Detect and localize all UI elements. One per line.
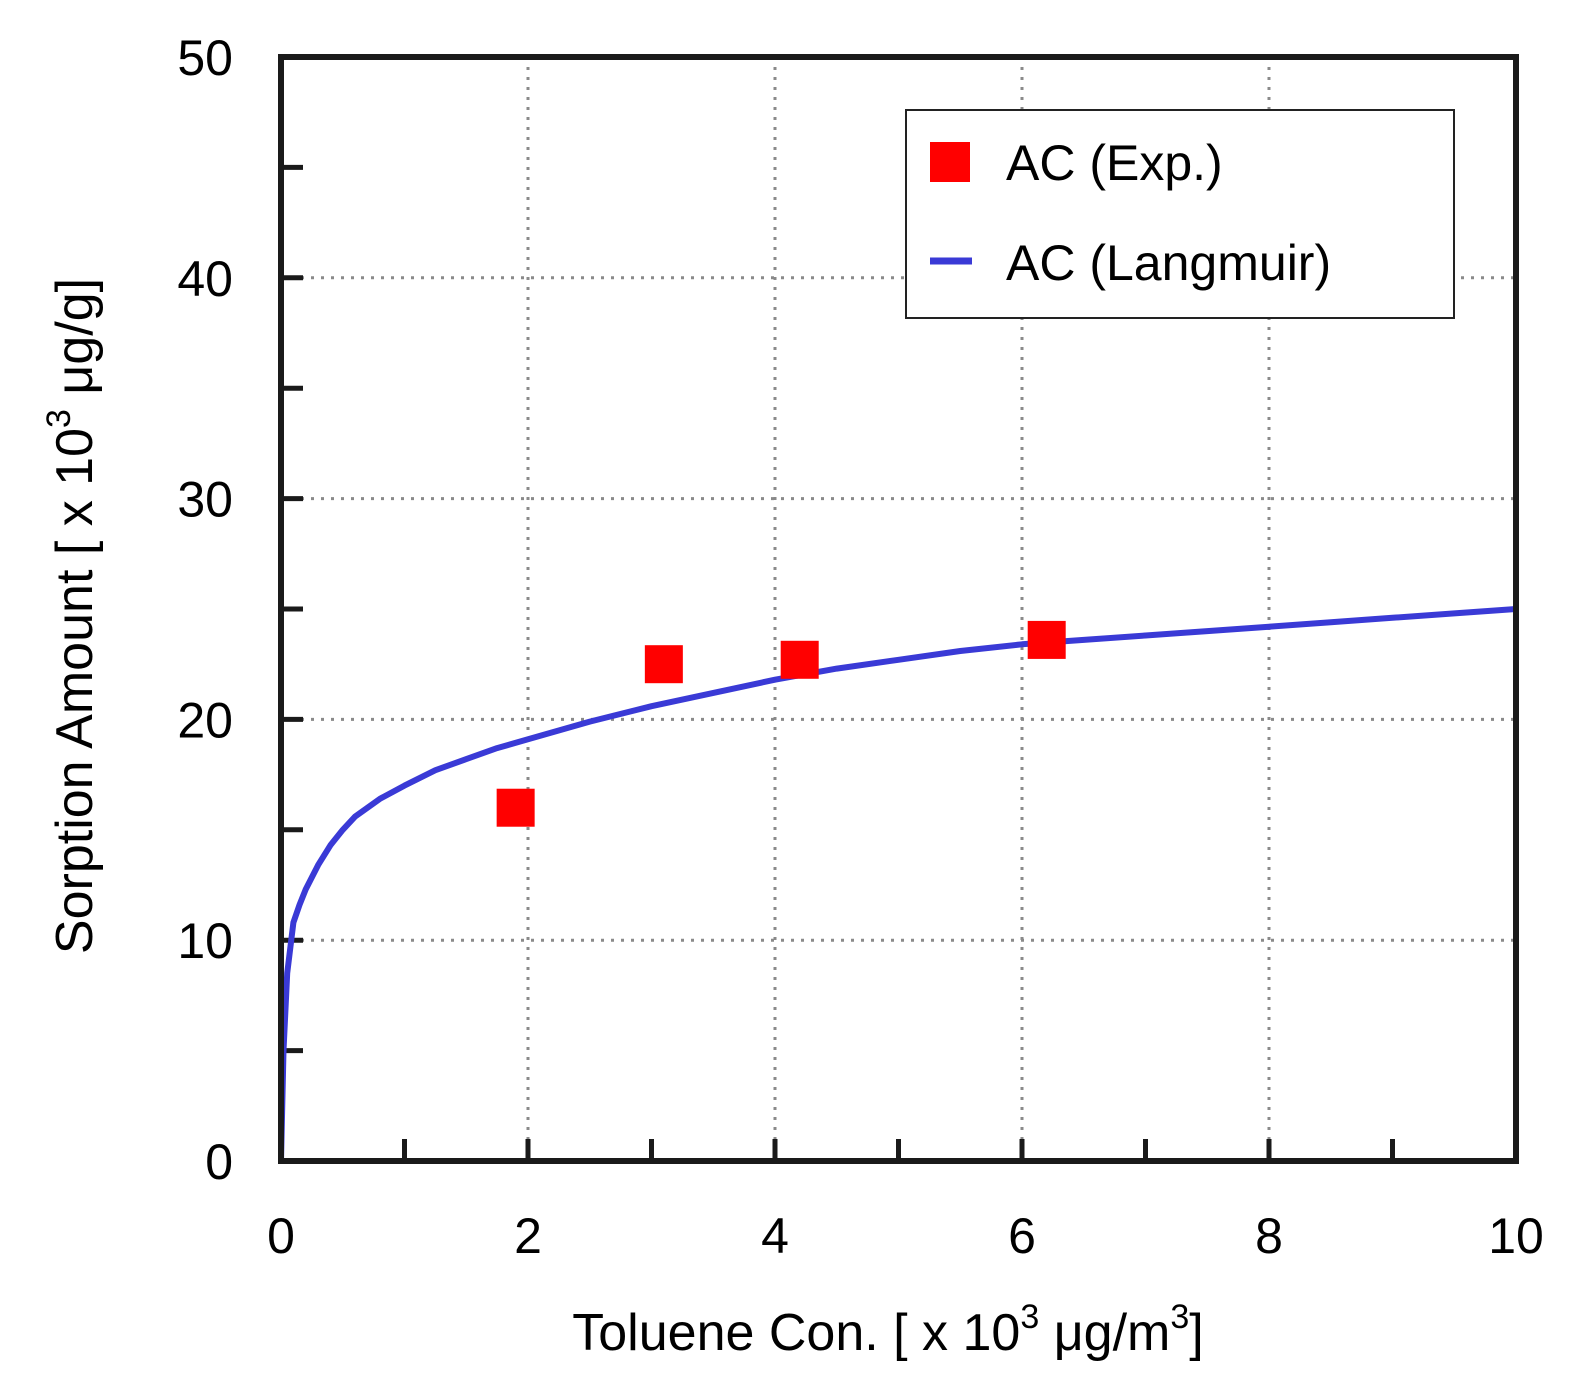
data-point — [496, 788, 535, 827]
legend-marker-exp — [930, 142, 970, 182]
data-point — [1027, 620, 1066, 659]
x-axis-title: Toluene Con. [ x 103 μg/m3] — [572, 1298, 1203, 1362]
x-tick-label: 0 — [267, 1208, 295, 1264]
series — [278, 606, 1519, 1164]
y-tick-label: 50 — [177, 30, 233, 86]
grid — [281, 57, 1516, 1161]
data-point — [780, 640, 819, 679]
plot-frame — [278, 54, 1519, 1164]
legend: AC (Exp.) AC (Langmuir) — [905, 109, 1455, 319]
legend-label-exp: AC (Exp.) — [1006, 135, 1223, 191]
minor-ticks — [281, 164, 1395, 1161]
x-tick-label: 8 — [1255, 1208, 1283, 1264]
y-tick-label: 10 — [177, 913, 233, 969]
legend-box — [905, 109, 1455, 319]
x-tick-label: 6 — [1008, 1208, 1036, 1264]
y-tick-label: 30 — [177, 472, 233, 528]
langmuir-curve — [278, 606, 1519, 1164]
x-tick-label: 2 — [514, 1208, 542, 1264]
legend-label-langmuir: AC (Langmuir) — [1006, 235, 1331, 291]
y-tick-label: 20 — [177, 692, 233, 748]
y-axis-title: Sorption Amount [ x 103 μg/g] — [40, 278, 104, 954]
y-tick-label: 40 — [177, 251, 233, 307]
data-point — [644, 645, 683, 684]
tick-labels: 0 2 4 6 8 10 0 10 20 30 40 50 — [177, 30, 1543, 1264]
x-tick-label: 4 — [761, 1208, 789, 1264]
y-tick-label: 0 — [205, 1134, 233, 1190]
x-tick-label: 10 — [1488, 1208, 1544, 1264]
